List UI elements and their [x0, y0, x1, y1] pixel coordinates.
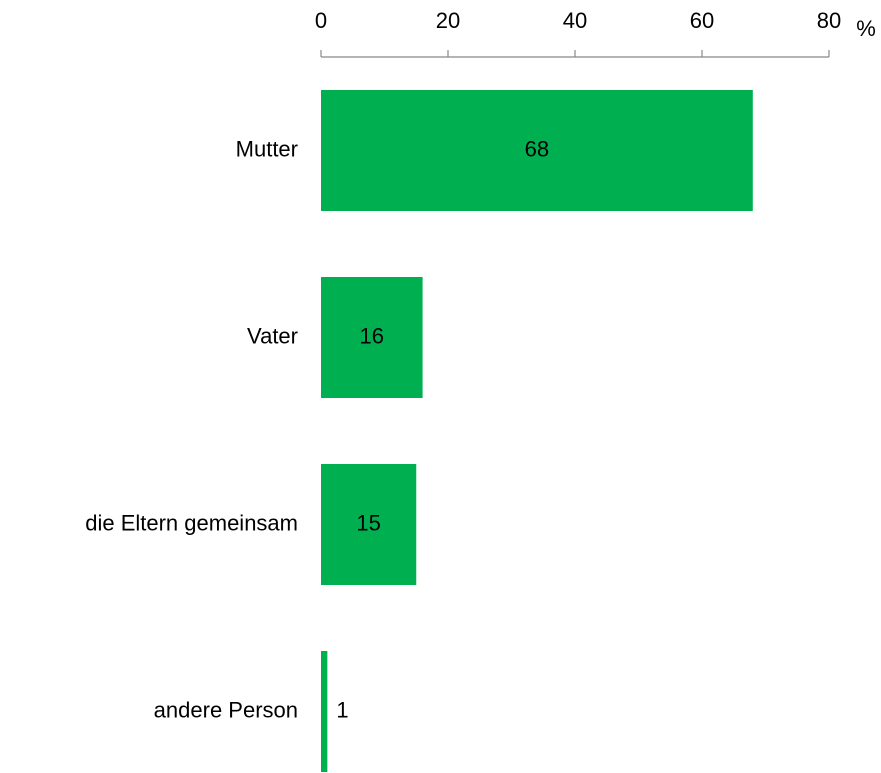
axis-unit: % — [856, 16, 876, 41]
y-tick-label: Vater — [247, 323, 298, 348]
bar — [321, 464, 417, 585]
bar — [321, 651, 328, 772]
x-tick-label: 40 — [563, 8, 587, 33]
value-label: 15 — [356, 510, 380, 535]
y-tick-label: andere Person — [154, 697, 298, 722]
x-tick-label: 60 — [690, 8, 714, 33]
bar — [321, 90, 753, 211]
x-tick-label: 20 — [436, 8, 460, 33]
bar — [321, 277, 423, 398]
x-tick-label: 80 — [817, 8, 841, 33]
value-label: 1 — [336, 697, 348, 722]
value-label: 68 — [525, 136, 549, 161]
y-tick-label: die Eltern gemeinsam — [85, 510, 298, 535]
y-tick-label: Mutter — [236, 136, 298, 161]
value-label: 16 — [360, 323, 384, 348]
x-tick-label: 0 — [315, 8, 327, 33]
